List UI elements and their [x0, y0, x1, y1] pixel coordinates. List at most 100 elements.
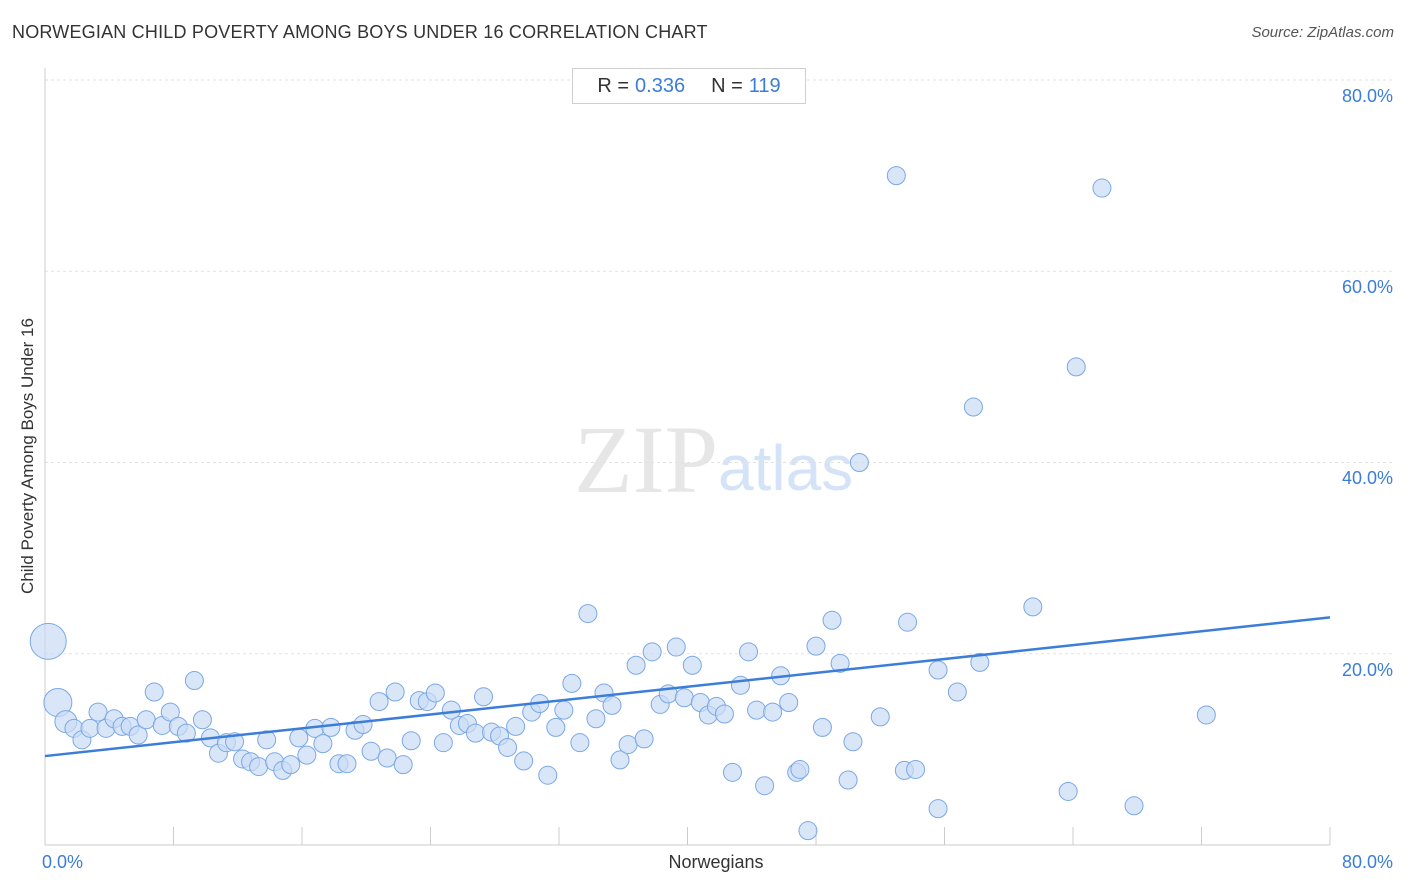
data-point — [249, 757, 269, 777]
data-point — [393, 755, 413, 775]
data-point — [136, 710, 156, 730]
data-point — [790, 759, 810, 779]
x-axis-label: Norwegians — [668, 852, 764, 872]
y-axis-label: Child Poverty Among Boys Under 16 — [18, 318, 37, 594]
data-point — [337, 754, 357, 774]
x-tick-min: 0.0% — [42, 852, 84, 872]
data-point — [722, 762, 742, 782]
data-point — [928, 660, 948, 680]
data-point — [906, 759, 926, 779]
data-point — [377, 748, 397, 768]
data-point — [385, 682, 405, 702]
data-point — [1092, 178, 1112, 198]
data-point — [970, 652, 990, 672]
trendline-group — [44, 616, 1331, 758]
data-point — [674, 688, 694, 708]
data-point — [361, 741, 381, 761]
correlation-stats: R = 0.336 N = 119 — [572, 68, 806, 104]
data-point — [425, 683, 445, 703]
data-point — [928, 799, 948, 819]
data-point — [144, 682, 164, 702]
n-label: N = — [711, 74, 743, 97]
data-point — [80, 718, 100, 738]
data-point — [822, 610, 842, 630]
data-point — [731, 675, 751, 695]
data-point — [898, 612, 918, 632]
data-point — [634, 729, 654, 749]
data-point — [843, 732, 863, 752]
data-point — [747, 700, 767, 720]
data-point — [1058, 781, 1078, 801]
data-point — [806, 636, 826, 656]
data-point — [755, 776, 775, 796]
n-value: 119 — [748, 74, 781, 97]
data-point — [947, 682, 967, 702]
data-point — [498, 737, 518, 757]
data-point — [353, 715, 373, 735]
data-point — [465, 723, 485, 743]
y-tick-40: 40.0% — [1341, 468, 1393, 488]
data-point — [88, 702, 108, 722]
data-point — [886, 166, 906, 186]
r-value: 0.336 — [635, 74, 686, 97]
data-point — [763, 702, 783, 722]
data-point — [313, 734, 333, 754]
data-point — [1066, 357, 1086, 377]
watermark-atlas: atlas — [718, 432, 853, 504]
data-point — [184, 671, 204, 691]
data-point — [578, 604, 598, 624]
y-tick-60: 60.0% — [1341, 277, 1393, 297]
data-point — [257, 730, 277, 750]
data-point — [369, 692, 389, 712]
data-point — [128, 725, 148, 745]
data-point — [29, 622, 67, 660]
axes — [44, 68, 1331, 846]
data-point — [963, 397, 983, 417]
y-tick-20: 20.0% — [1341, 660, 1393, 680]
watermark-zip: ZIP — [574, 406, 718, 513]
data-point — [546, 717, 566, 737]
data-point — [838, 770, 858, 790]
data-point — [192, 710, 212, 730]
watermark: ZIP atlas — [574, 406, 853, 513]
data-point — [870, 707, 890, 727]
data-point — [474, 687, 494, 707]
data-point — [570, 733, 590, 753]
data-point — [714, 704, 734, 724]
data-point — [618, 735, 638, 755]
data-point — [321, 717, 341, 737]
data-point — [1196, 705, 1216, 725]
data-point — [554, 700, 574, 720]
data-point — [830, 653, 850, 673]
data-point — [176, 723, 196, 743]
source-note: Source: ZipAtlas.com — [1251, 24, 1394, 41]
data-point — [779, 693, 799, 713]
data-point — [602, 695, 622, 715]
data-point — [682, 655, 702, 675]
data-point — [642, 642, 662, 662]
r-label: R = — [597, 74, 630, 97]
chart-title: NORWEGIAN CHILD POVERTY AMONG BOYS UNDER… — [12, 22, 708, 42]
data-point — [626, 655, 646, 675]
grid-lines — [45, 79, 1394, 655]
data-points — [29, 166, 1216, 841]
data-point — [538, 765, 558, 785]
y-tick-80: 80.0% — [1341, 86, 1393, 106]
data-point — [739, 642, 759, 662]
data-point — [514, 751, 534, 771]
trendline — [44, 616, 1331, 758]
data-point — [849, 453, 869, 472]
x-tick-max: 80.0% — [1341, 852, 1393, 872]
data-point — [160, 702, 180, 722]
data-point — [586, 709, 606, 729]
data-point — [666, 637, 686, 657]
data-point — [297, 745, 317, 765]
data-point — [562, 673, 582, 693]
data-point — [506, 716, 526, 736]
data-point — [1124, 796, 1144, 816]
data-point — [289, 728, 309, 748]
data-point — [401, 731, 421, 751]
data-point — [281, 755, 301, 775]
data-point — [433, 733, 453, 753]
